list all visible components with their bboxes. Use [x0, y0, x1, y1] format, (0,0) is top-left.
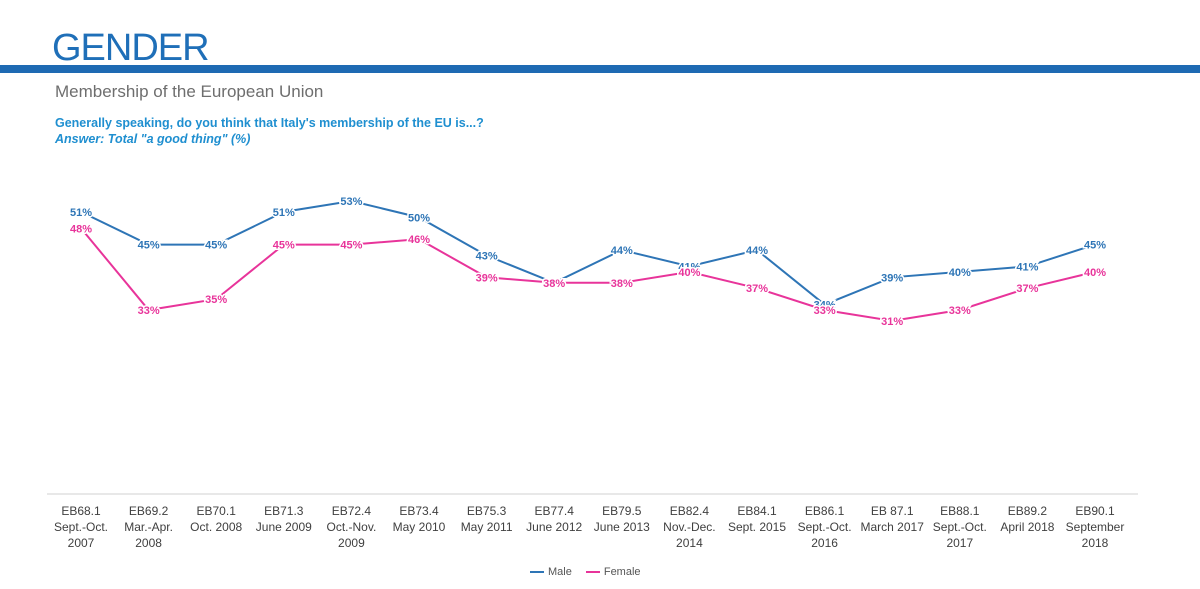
data-label-female: 35% [205, 294, 227, 306]
x-tick-label: EB69.2 Mar.-Apr. 2008 [124, 504, 173, 550]
data-label-male: 39% [881, 272, 903, 284]
x-tick-label: EB90.1 September 2018 [1066, 504, 1125, 550]
series-line-female [80, 227, 1096, 322]
data-label-male: 41% [1016, 261, 1038, 273]
x-tick-label: EB77.4 June 2012 [526, 504, 582, 534]
data-label-male: 43% [476, 251, 498, 263]
data-label-male: 45% [205, 240, 227, 252]
data-label-male: 53% [340, 196, 362, 208]
data-label-female: 45% [273, 240, 295, 252]
data-label-female: 38% [611, 278, 633, 290]
legend-item-female: Female [585, 566, 641, 578]
x-tick-label: EB89.2 April 2018 [1000, 504, 1054, 534]
legend-label-male: Male [548, 566, 572, 578]
legend-swatch-male [530, 571, 544, 573]
series-line-male [80, 199, 1096, 306]
x-tick-label: EB88.1 Sept.-Oct. 2017 [933, 504, 987, 550]
data-label-female: 33% [138, 305, 160, 317]
page-subtitle: Membership of the European Union [55, 82, 324, 101]
x-tick-label: EB82.4 Nov.-Dec. 2014 [663, 504, 715, 550]
data-label-female: 48% [70, 223, 92, 235]
data-label-male: 41% [678, 261, 700, 273]
data-label-male: 45% [138, 240, 160, 252]
x-tick-label: EB73.4 May 2010 [393, 504, 446, 534]
data-label-female: 37% [746, 283, 768, 295]
data-label-female: 31% [881, 316, 903, 328]
header-bar [0, 65, 1200, 73]
data-label-male: 44% [746, 245, 768, 257]
legend-label-female: Female [603, 566, 641, 578]
legend-item-male: Male [530, 566, 572, 578]
data-label-male: 51% [70, 207, 92, 219]
data-label-female: 40% [678, 267, 700, 279]
chart-legend: Male Female [530, 566, 641, 578]
data-label-female: 37% [1016, 283, 1038, 295]
x-tick-label: EB86.1 Sept.-Oct. 2016 [798, 504, 852, 550]
data-label-female: 39% [476, 272, 498, 284]
question-text: Generally speaking, do you think that It… [55, 116, 484, 130]
data-label-female: 33% [814, 305, 836, 317]
data-label-male: 40% [949, 267, 971, 279]
x-tick-label: EB68.1 Sept.-Oct. 2007 [54, 504, 108, 550]
x-tick-label: EB71.3 June 2009 [256, 504, 312, 534]
data-label-male: 44% [611, 245, 633, 257]
data-label-female: 46% [408, 234, 430, 246]
data-label-female: 33% [949, 305, 971, 317]
data-label-male: 51% [273, 207, 295, 219]
x-tick-label: EB 87.1 March 2017 [861, 504, 925, 534]
data-label-female: 38% [543, 278, 565, 290]
data-label-male: 45% [1084, 240, 1106, 252]
x-tick-label: EB84.1 Sept. 2015 [728, 504, 786, 534]
data-label-female: 45% [340, 240, 362, 252]
x-tick-label: EB79.5 June 2013 [594, 504, 650, 534]
legend-swatch-female [585, 571, 600, 573]
answer-text: Answer: Total "a good thing" (%) [55, 132, 251, 146]
x-tick-label: EB72.4 Oct.-Nov. 2009 [327, 504, 377, 550]
x-tick-label: EB75.3 May 2011 [461, 504, 513, 534]
data-label-male: 50% [408, 212, 430, 224]
data-label-female: 40% [1084, 267, 1106, 279]
x-tick-label: EB70.1 Oct. 2008 [190, 504, 242, 534]
section-title: GENDER [52, 27, 210, 69]
data-label-male: 34% [814, 300, 836, 312]
